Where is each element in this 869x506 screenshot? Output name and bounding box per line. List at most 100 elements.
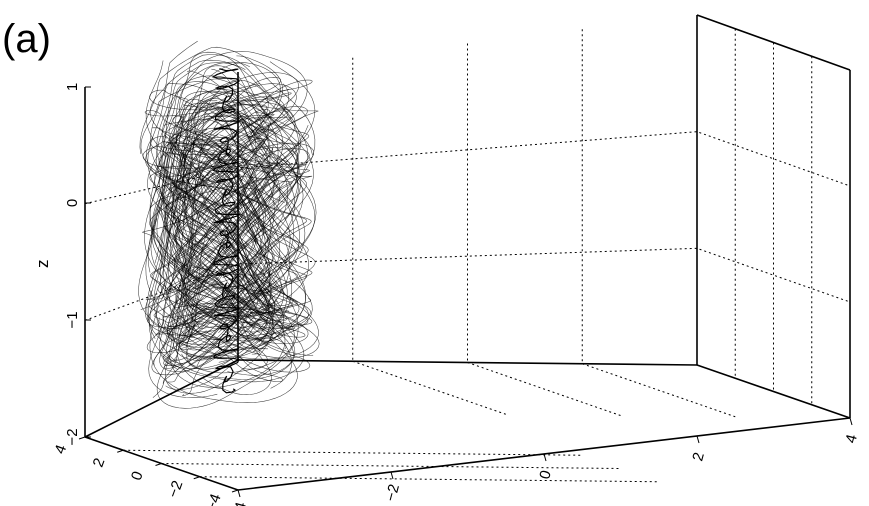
trajectory-loop: [146, 119, 306, 354]
y-tick-label: −4: [203, 492, 225, 506]
trajectory-loop: [161, 167, 293, 389]
trajectory-loop: [153, 116, 299, 314]
x-tick-label: −2: [382, 482, 403, 503]
y-tick-mark: [155, 463, 162, 466]
x-tick-mark: [849, 417, 853, 426]
y-tick-mark: [117, 449, 124, 453]
x-tick-mark: [237, 489, 241, 498]
trajectory-loop: [145, 60, 309, 318]
trajectory-loop: [159, 153, 311, 383]
trajectory-core: [211, 68, 243, 394]
trajectory-loop: [153, 259, 294, 324]
trajectory-loop: [148, 216, 298, 318]
trajectory-loop: [174, 83, 290, 317]
trajectory-loop: [167, 83, 297, 343]
trajectory-loop: [162, 178, 300, 384]
trajectory-loop: [163, 165, 300, 366]
trajectory-loop: [165, 196, 309, 329]
z-tick-label: −2: [64, 428, 81, 445]
trajectory-loop: [174, 110, 289, 218]
z-tick-label: 0: [64, 199, 81, 207]
trajectory-loop: [147, 72, 299, 273]
x-tick-label: 2: [689, 451, 708, 463]
trajectory-loop: [183, 138, 266, 275]
y-tick-label: −2: [165, 478, 187, 500]
y-tick-label: 2: [90, 456, 109, 470]
trajectory-loop: [174, 178, 268, 370]
trajectory-series: [138, 40, 320, 409]
grid-floor-b: [582, 363, 736, 418]
trajectory-loop: [149, 116, 296, 340]
trajectory-loop: [144, 104, 319, 219]
trajectory-loop: [166, 114, 299, 293]
trajectory-loop: [140, 78, 314, 289]
trajectory-loop: [147, 112, 317, 265]
x-tick-label: 0: [536, 469, 555, 481]
trajectory-loop: [165, 134, 278, 327]
y-tick-label: 0: [128, 469, 147, 483]
trajectory-loop: [169, 137, 286, 388]
trajectory-loop: [160, 75, 300, 275]
trajectory-loop: [139, 46, 316, 310]
trajectory-loop: [149, 51, 308, 278]
trajectory-loop: [176, 116, 292, 390]
trajectory-loop: [158, 172, 296, 380]
trajectory-loop: [182, 106, 272, 343]
panel-label: (a): [2, 17, 51, 61]
trajectory-loop: [156, 54, 300, 252]
grid-floor-b: [352, 360, 506, 415]
trajectory-loop: [183, 138, 268, 333]
trajectory-loop: [156, 237, 299, 409]
trajectory-loop: [148, 159, 307, 398]
trajectory-loop: [156, 134, 306, 349]
z-axis-label: z: [33, 260, 52, 269]
y-tick-mark: [231, 489, 239, 493]
trajectory-loop: [190, 242, 270, 329]
x-tick-label: −4: [229, 500, 250, 506]
trajectory-loop: [148, 106, 308, 339]
grid-floor-a: [123, 449, 583, 456]
trajectory-loop: [145, 98, 308, 301]
trajectory-loop: [178, 131, 274, 358]
trajectory-loop: [170, 205, 278, 293]
trajectory-loop: [147, 59, 301, 285]
grid-floor-a: [161, 463, 621, 469]
x-tick-label: 4: [842, 433, 861, 445]
trajectory-loop: [189, 101, 275, 295]
grid-floor-b: [467, 362, 621, 416]
z-tick-label: 1: [64, 83, 81, 91]
trajectory-loop: [176, 62, 281, 317]
x-tick-mark: [696, 435, 700, 444]
trajectory-loop: [171, 135, 301, 273]
trajectory-loop: [178, 96, 285, 240]
trajectory-loop: [162, 91, 301, 370]
trajectory-loop: [147, 105, 316, 328]
trajectory-loop: [162, 61, 290, 315]
frame-edge-6: [696, 14, 851, 71]
trajectory-loop: [163, 211, 296, 369]
trajectory-loop: [162, 185, 276, 346]
trajectory-loop: [165, 114, 293, 330]
trajectory-loop: [183, 146, 262, 308]
trajectory-loop: [175, 99, 260, 321]
trajectory-loop: [159, 77, 281, 329]
trajectory-loop: [163, 129, 284, 382]
frame-edge-1: [84, 359, 239, 438]
frame-edge-8: [237, 359, 698, 366]
trajectory-loop: [151, 252, 311, 373]
trajectory-loop: [166, 104, 298, 364]
trajectory-loop: [165, 213, 273, 394]
grid-floor-a: [199, 476, 659, 483]
trajectory-loop: [182, 151, 271, 396]
trajectory-loop: [149, 169, 305, 383]
frame-edge-9: [696, 364, 851, 419]
trajectory-loop: [182, 136, 281, 310]
trajectory-loop: [149, 206, 298, 403]
trajectory-loop: [169, 147, 298, 357]
trajectory-loop: [159, 96, 290, 372]
x-tick-mark: [543, 453, 547, 462]
trajectory-loop: [149, 89, 310, 243]
z-tick-label: −1: [64, 311, 81, 328]
